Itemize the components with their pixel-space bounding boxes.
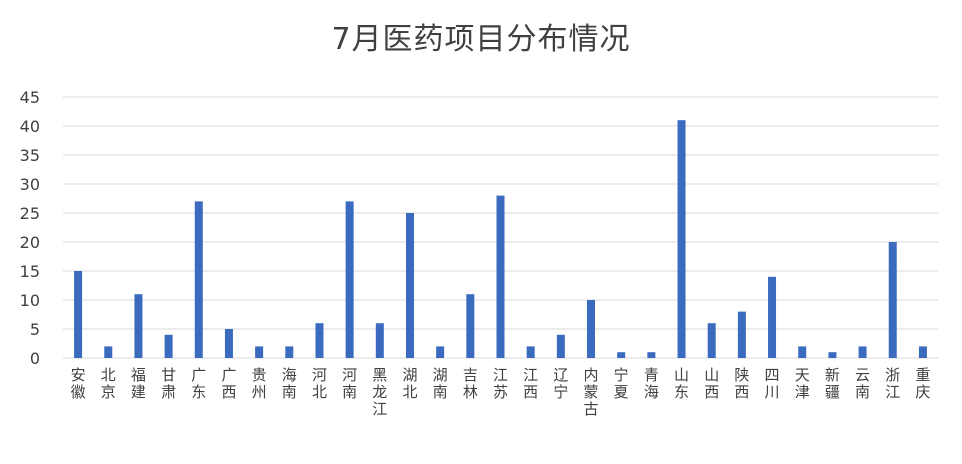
bar	[134, 294, 143, 358]
x-tick-label: 浙江	[885, 366, 900, 401]
bar	[74, 271, 83, 358]
x-tick-label: 广西	[221, 366, 236, 401]
x-tick-label: 辽宁	[553, 366, 568, 401]
x-tick-label: 贵州	[252, 366, 267, 401]
bar	[194, 201, 203, 358]
x-tick-label: 江苏	[493, 366, 508, 401]
y-tick-label: 40	[20, 117, 40, 136]
x-tick-label: 山西	[704, 366, 719, 401]
bar	[405, 213, 414, 358]
x-tick-label: 广东	[191, 366, 206, 401]
bar	[285, 346, 294, 358]
x-tick-label: 山东	[674, 366, 689, 401]
bar	[798, 346, 807, 358]
bar	[315, 323, 324, 358]
x-tick-label: 甘肃	[161, 366, 176, 401]
x-tick-label: 天津	[795, 366, 810, 401]
x-tick-label: 青海	[644, 366, 659, 401]
x-tick-label: 宁夏	[614, 366, 629, 401]
y-tick-label: 45	[20, 88, 40, 107]
bar	[737, 311, 746, 358]
bar	[587, 300, 596, 358]
bar	[104, 346, 113, 358]
bar	[888, 242, 897, 358]
x-tick-label: 北京	[101, 366, 116, 401]
y-tick-label: 15	[20, 262, 40, 281]
x-tick-label: 重庆	[915, 366, 930, 401]
bar	[858, 346, 867, 358]
bar	[828, 352, 837, 358]
x-tick-label: 吉林	[463, 366, 478, 401]
y-tick-label: 30	[20, 175, 40, 194]
x-tick-label: 黑龙江	[372, 366, 387, 418]
bar	[164, 334, 173, 358]
x-tick-label: 安徽	[71, 366, 86, 401]
x-tick-label: 新疆	[825, 366, 840, 401]
x-tick-label: 内蒙古	[584, 366, 599, 418]
x-tick-label: 河南	[342, 366, 357, 401]
chart-title: 7月医药项目分布情况	[331, 22, 631, 57]
x-tick-label: 陕西	[734, 366, 749, 401]
bar	[466, 294, 475, 358]
bar	[918, 346, 927, 358]
bar	[617, 352, 626, 358]
bar	[677, 120, 686, 358]
bar	[526, 346, 535, 358]
bar	[375, 323, 384, 358]
x-tick-label: 四川	[765, 366, 780, 401]
x-tick-label: 福建	[131, 366, 146, 401]
bar	[707, 323, 716, 358]
bar	[496, 195, 505, 358]
bar	[768, 276, 777, 358]
bar	[556, 334, 565, 358]
bar	[436, 346, 445, 358]
x-tick-label: 江西	[523, 366, 538, 401]
x-tick-label: 海南	[282, 366, 297, 401]
bar	[345, 201, 354, 358]
bar	[255, 346, 264, 358]
y-tick-label: 5	[30, 320, 40, 339]
x-tick-label: 云南	[855, 366, 870, 401]
y-tick-label: 35	[20, 146, 40, 165]
x-tick-label: 湖南	[433, 366, 448, 401]
x-tick-label: 湖北	[402, 366, 417, 401]
bar	[224, 329, 233, 358]
bar	[647, 352, 656, 358]
x-tick-label: 河北	[312, 366, 327, 401]
y-tick-label: 25	[20, 204, 40, 223]
y-tick-label: 10	[20, 291, 40, 310]
y-tick-label: 0	[30, 349, 40, 368]
y-tick-label: 20	[20, 233, 40, 252]
